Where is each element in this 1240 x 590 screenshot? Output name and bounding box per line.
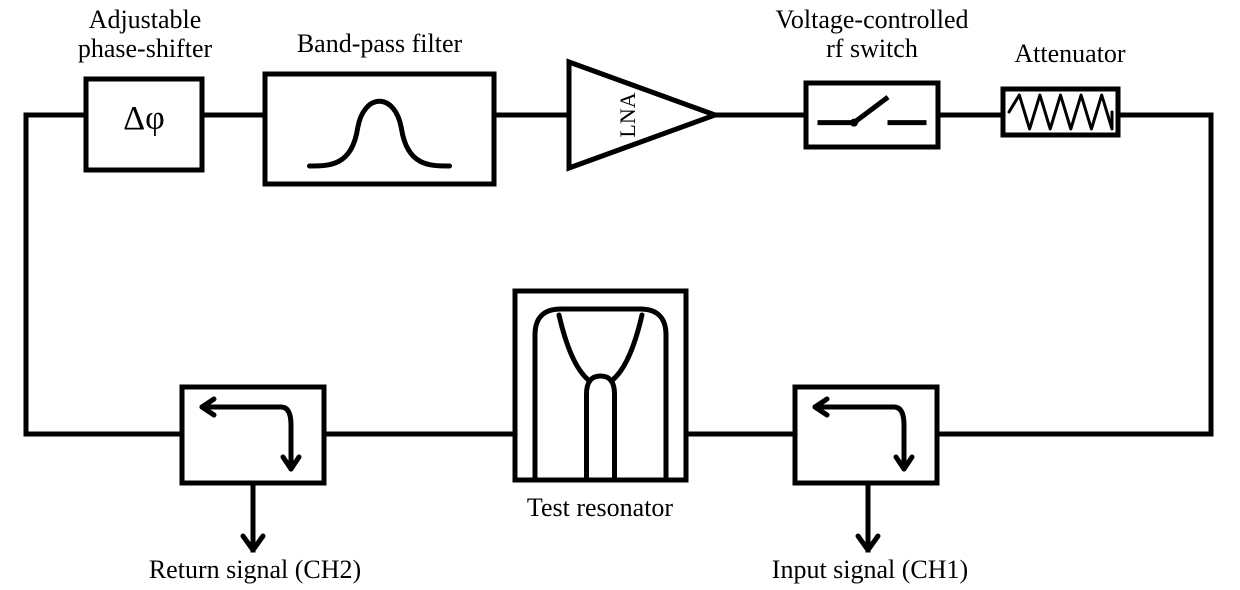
attenuator-label: Attenuator [1000, 40, 1140, 69]
switch-arm [854, 99, 886, 123]
switch-pivot [850, 119, 858, 127]
attenuator-zigzag-icon [1009, 95, 1112, 129]
bpf-block [265, 74, 494, 184]
return-signal-label: Return signal (CH2) [120, 556, 390, 585]
resonator-label: Test resonator [500, 494, 700, 523]
switch-label: Voltage-controlled rf switch [756, 6, 988, 63]
switch-block [806, 83, 938, 147]
resonator-outer [535, 309, 666, 480]
resonator-lobe-l [559, 315, 589, 380]
bpf-curve-icon [310, 101, 450, 166]
lna-block [569, 62, 715, 168]
lna-label: LNA [615, 92, 640, 137]
resonator-inner [587, 376, 615, 480]
phase-shifter-symbol: Δφ [86, 100, 202, 137]
input-coupler-block [795, 387, 937, 483]
resonator-lobe-r [613, 315, 643, 380]
phase-shifter-label: Adjustable phase-shifter [50, 6, 240, 63]
return-coupler-block [182, 387, 324, 483]
bpf-label: Band-pass filter [265, 30, 494, 59]
input-signal-label: Input signal (CH1) [740, 556, 1000, 585]
